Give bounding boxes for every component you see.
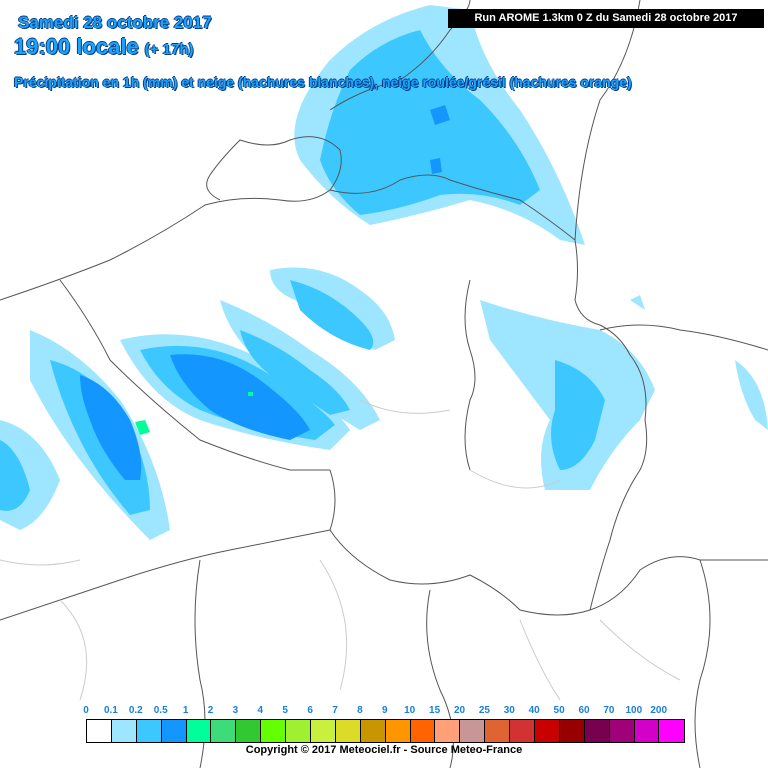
legend-color-cell [335, 720, 361, 742]
legend-label: 20 [453, 705, 466, 716]
legend-color-cell [111, 720, 137, 742]
legend-color-cell [460, 720, 486, 742]
map-description: Précipitation en 1h (mm) et neige (hachu… [14, 74, 632, 90]
legend-color-cell [659, 720, 685, 742]
legend-color-cell [261, 720, 287, 742]
legend-color-cell [410, 720, 436, 742]
legend-color-cell [634, 720, 660, 742]
precipitation-legend: 0 0.1 0.2 0.5 1 2 3 4 5 6 7 8 9 10 15 20 25 30 40 50 60 70 100… [0, 705, 768, 768]
legend-label: 70 [603, 705, 615, 716]
legend-label: 0.2 [128, 705, 143, 716]
run-info-box: Run AROME 1.3km 0 Z du Samedi 28 octobre… [448, 9, 764, 28]
legend-label: 0.5 [153, 705, 168, 716]
legend-color-cell [510, 720, 536, 742]
legend-label: 6 [307, 705, 313, 716]
legend-color-cell [609, 720, 635, 742]
legend-color-cell [535, 720, 560, 742]
legend-label: 4 [257, 705, 264, 716]
legend-color-cell [161, 720, 187, 742]
legend-label: 100 [625, 705, 643, 716]
legend-color-cell [385, 720, 411, 742]
legend-color-cell [286, 720, 312, 742]
legend-color-cell [136, 720, 162, 742]
legend-label: 3 [232, 705, 239, 716]
legend-label: 10 [404, 705, 416, 716]
legend-color-cell [186, 720, 212, 742]
regional-borders [0, 399, 681, 701]
legend-label: 40 [528, 705, 540, 716]
legend-color-cell [236, 720, 262, 742]
legend-label: 50 [553, 705, 565, 716]
precip-very-heavy-areas [135, 392, 253, 435]
legend-label: 15 [429, 705, 441, 716]
legend-label: 200 [650, 705, 668, 716]
legend-label: 1 [182, 705, 189, 716]
copyright-text: Copyright © 2017 Meteociel.fr - Source M… [245, 744, 523, 756]
legend-color-cell [584, 720, 610, 742]
legend-color-cell [87, 720, 112, 742]
legend-color-cell [360, 720, 386, 742]
legend-label: 2 [207, 705, 214, 716]
forecast-time-value: 19:00 locale [14, 34, 139, 59]
forecast-date: Samedi 28 octobre 2017 [18, 13, 212, 32]
legend-color-cell [485, 720, 511, 742]
legend-color-cell [559, 720, 585, 742]
legend-color-cell [211, 720, 237, 742]
precip-heavy-areas [80, 105, 450, 480]
legend-label: 25 [478, 705, 490, 716]
legend-label: 0.1 [103, 705, 118, 716]
legend-color-cell [435, 720, 461, 742]
legend-label: 30 [503, 705, 515, 716]
legend-label: 5 [282, 705, 288, 716]
legend-color-scale [86, 719, 686, 743]
legend-label: 7 [332, 705, 338, 716]
forecast-offset: (+ 17h) [144, 41, 194, 58]
legend-label: 60 [578, 705, 590, 716]
forecast-time: 19:00 locale (+ 17h) [14, 34, 194, 60]
legend-color-cell [311, 720, 336, 742]
legend-label: 8 [357, 705, 363, 716]
legend-label: 9 [382, 705, 388, 716]
legend-label: 0 [83, 705, 89, 716]
